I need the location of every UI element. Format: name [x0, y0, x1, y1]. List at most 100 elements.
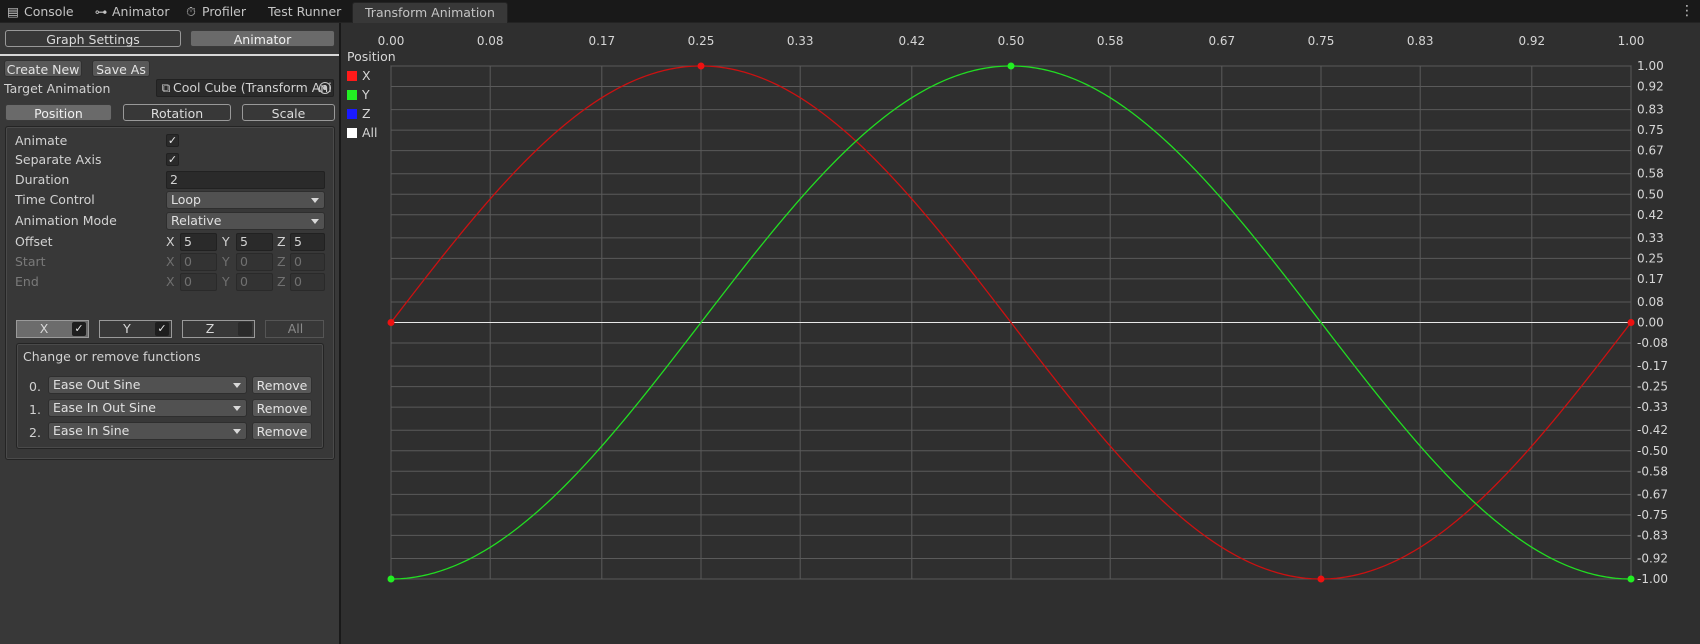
start-z-field: 0: [290, 253, 325, 271]
remove-function-button-2[interactable]: Remove: [252, 422, 312, 440]
offset-x-field[interactable]: 5: [180, 233, 217, 251]
legend-label: All: [362, 125, 378, 140]
remove-function-button-1[interactable]: Remove: [252, 399, 312, 417]
offset-y-label: Y: [222, 234, 230, 249]
y-tick-label: -0.08: [1637, 336, 1668, 350]
y-toggle-check: ✓: [155, 322, 169, 336]
x-tick-label: 0.25: [688, 34, 715, 48]
x-tick-label: 0.42: [898, 34, 925, 48]
y-tick-label: 0.67: [1637, 144, 1664, 158]
separate-axis-checkbox[interactable]: ✓: [166, 153, 179, 166]
animation-mode-label: Animation Mode: [15, 213, 117, 228]
dropdown-arrow-icon: [311, 198, 319, 203]
function-dropdown-2[interactable]: Ease In Sine: [48, 422, 247, 440]
function-index: 1.: [29, 402, 41, 417]
graph-canvas[interactable]: 0.00 0.08 0.17 0.25 0.33 0.42 0.50 0.58 0.67 0.75…: [341, 23, 1700, 644]
y-toggle-label: Y: [123, 321, 131, 336]
y-tick-label: -0.33: [1637, 400, 1668, 414]
function-index: 2.: [29, 425, 41, 440]
animator-button[interactable]: Animator: [190, 30, 335, 47]
graph-settings-button[interactable]: Graph Settings: [5, 30, 181, 47]
dropdown-arrow-icon: [233, 406, 241, 411]
tab-test-runner[interactable]: Test Runner: [268, 2, 341, 22]
time-control-dropdown[interactable]: Loop: [166, 191, 325, 209]
offset-label: Offset: [15, 234, 53, 249]
animate-label: Animate: [15, 133, 68, 148]
legend-swatch: [347, 109, 357, 119]
x-tick-label: 0.33: [787, 34, 814, 48]
tab-animator[interactable]: ⊶ Animator: [94, 2, 170, 22]
y-tick-label: -0.42: [1637, 423, 1668, 437]
scale-tab-button[interactable]: Scale: [242, 104, 335, 121]
function-name: Ease In Out Sine: [53, 400, 156, 415]
y-tick-label: -0.75: [1637, 508, 1668, 522]
offset-z-field[interactable]: 5: [290, 233, 325, 251]
separate-axis-label: Separate Axis: [15, 152, 102, 167]
offset-y-field[interactable]: 5: [236, 233, 273, 251]
y-tick-label: 0.17: [1637, 272, 1664, 286]
legend-label: Y: [362, 87, 370, 102]
y-tick-label: 0.33: [1637, 231, 1664, 245]
tab-console[interactable]: ▤ Console: [6, 2, 74, 22]
series-line-x: [390, 65, 1632, 580]
end-y-label: Y: [222, 274, 230, 289]
kebab-menu-icon[interactable]: ⋮: [1680, 3, 1694, 19]
animation-mode-dropdown[interactable]: Relative: [166, 212, 325, 230]
legend-item-all[interactable]: All: [347, 126, 378, 140]
tab-profiler[interactable]: ⏱ Profiler: [184, 2, 246, 22]
legend-item-x[interactable]: X: [347, 69, 371, 83]
start-y-field: 0: [236, 253, 273, 271]
duration-field[interactable]: 2: [166, 171, 325, 189]
function-dropdown-1[interactable]: Ease In Out Sine: [48, 399, 247, 417]
animate-checkbox[interactable]: ✓: [166, 134, 179, 147]
settings-panel: Graph Settings Animator Create New Save …: [0, 23, 341, 644]
functions-title: Change or remove functions: [23, 349, 201, 364]
y-tick-label: -0.17: [1637, 359, 1668, 373]
tab-label: Transform Animation: [365, 5, 495, 20]
y-tick-label: -0.83: [1637, 528, 1668, 542]
y-tick-label: -0.92: [1637, 551, 1668, 565]
y-tick-label: -0.67: [1637, 487, 1668, 501]
remove-function-button-0[interactable]: Remove: [252, 376, 312, 394]
target-animation-label: Target Animation: [4, 81, 111, 96]
x-axis-toggle[interactable]: X ✓: [16, 320, 89, 338]
tab-label: Animator: [112, 4, 170, 19]
object-picker-icon[interactable]: [319, 82, 331, 94]
legend-item-z[interactable]: Z: [347, 107, 371, 121]
y-axis-toggle[interactable]: Y ✓: [99, 320, 172, 338]
keyframe-point-x: [1627, 319, 1635, 326]
legend-swatch: [347, 71, 357, 81]
y-tick-label: 0.25: [1637, 251, 1664, 265]
tab-label: Console: [24, 4, 74, 19]
tab-transform-animation[interactable]: Transform Animation: [352, 2, 508, 23]
y-tick-label: 1.00: [1637, 59, 1664, 73]
legend-label: X: [362, 68, 371, 83]
all-axis-toggle[interactable]: All: [265, 320, 324, 338]
position-tab-button[interactable]: Position: [5, 104, 112, 121]
animation-graph[interactable]: 0.00 0.08 0.17 0.25 0.33 0.42 0.50 0.58 0.67 0.75…: [341, 23, 1700, 644]
all-toggle-label: All: [287, 321, 304, 336]
start-x-label: X: [166, 254, 175, 269]
time-control-value: Loop: [171, 192, 201, 207]
rotation-tab-button[interactable]: Rotation: [123, 104, 231, 121]
duration-label: Duration: [15, 172, 70, 187]
x-tick-label: 0.17: [588, 34, 615, 48]
console-icon: ▤: [7, 4, 19, 19]
y-tick-label: -0.25: [1637, 380, 1668, 394]
y-tick-label: 0.00: [1637, 316, 1664, 330]
x-tick-label: 0.08: [477, 34, 504, 48]
x-tick-label: 1.00: [1618, 34, 1645, 48]
z-axis-toggle[interactable]: Z: [182, 320, 255, 338]
end-z-label: Z: [277, 274, 286, 289]
offset-x-label: X: [166, 234, 175, 249]
save-as-button[interactable]: Save As: [92, 60, 150, 77]
legend-item-y[interactable]: Y: [347, 88, 370, 102]
divider: [0, 54, 339, 56]
function-name: Ease Out Sine: [53, 377, 141, 392]
window-tab-bar: ▤ Console ⊶ Animator ⏱ Profiler Test Runner…: [0, 0, 1700, 23]
target-animation-field[interactable]: ⧉ Cool Cube (Transform Ani: [156, 79, 334, 97]
y-tick-label: 0.75: [1637, 123, 1664, 137]
create-new-button[interactable]: Create New: [4, 60, 82, 77]
function-dropdown-0[interactable]: Ease Out Sine: [48, 376, 247, 394]
z-toggle-label: Z: [205, 321, 215, 336]
